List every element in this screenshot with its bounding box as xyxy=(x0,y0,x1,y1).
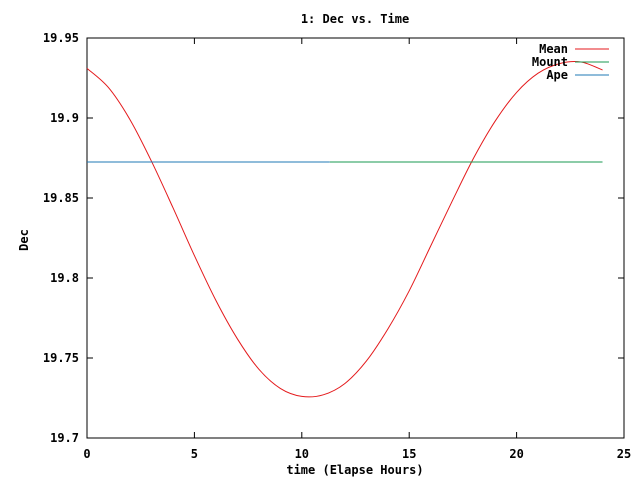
x-tick-label: 0 xyxy=(83,447,90,461)
y-tick-label: 19.8 xyxy=(50,271,79,285)
legend-label-mount: Mount xyxy=(532,55,568,69)
x-tick-label: 10 xyxy=(295,447,309,461)
y-tick-label: 19.75 xyxy=(43,351,79,365)
legend-label-ape: Ape xyxy=(546,68,568,82)
plot-frame xyxy=(86,37,625,439)
x-tick-label: 5 xyxy=(191,447,198,461)
x-axis-label: time (Elapse Hours) xyxy=(286,463,423,477)
x-tick-label: 20 xyxy=(509,447,523,461)
y-tick-label: 19.9 xyxy=(50,111,79,125)
series-lines xyxy=(86,61,603,398)
y-axis-ticks: 19.95 19.9 19.85 19.8 19.75 19.7 xyxy=(43,31,624,445)
y-tick-label: 19.95 xyxy=(43,31,79,45)
series-line-mean xyxy=(86,61,603,398)
y-axis-label: Dec xyxy=(17,229,31,251)
x-axis-ticks: 0 5 10 15 20 25 xyxy=(83,38,631,461)
y-tick-label: 19.7 xyxy=(50,431,79,445)
x-tick-label: 25 xyxy=(617,447,631,461)
chart-title: 1: Dec vs. Time xyxy=(301,12,409,26)
x-tick-label: 15 xyxy=(402,447,416,461)
legend-label-mean: Mean xyxy=(539,42,568,56)
y-tick-label: 19.85 xyxy=(43,191,79,205)
